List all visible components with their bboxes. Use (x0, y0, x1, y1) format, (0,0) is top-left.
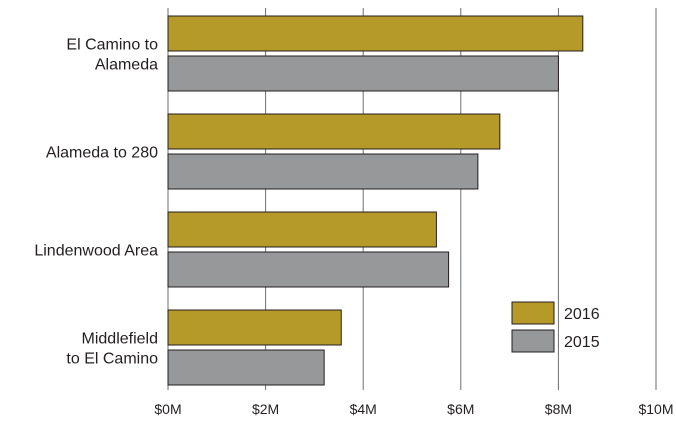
x-axis-tick-labels: $0M $2M $4M $6M $8M $10M (154, 401, 673, 417)
category-label-2: Lindenwood Area (34, 243, 158, 260)
x-tick-label-0: $0M (154, 401, 181, 417)
bars (167, 15, 584, 386)
category-label-line: Alameda to 280 (46, 145, 158, 162)
category-label-line: Alameda (95, 57, 158, 74)
category-label-line: Lindenwood Area (34, 243, 158, 260)
category-label-line: El Camino to (66, 37, 158, 54)
category-labels: El Camino to Alameda Alameda to 280 Lindenw… (34, 37, 158, 368)
category-label-0: El Camino to Alameda (66, 37, 158, 74)
x-tick-label-4: $8M (545, 401, 572, 417)
legend-label-2015: 2015 (564, 334, 600, 351)
x-tick-label-2: $4M (350, 401, 377, 417)
bar-2016-2 (167, 211, 437, 248)
bar-2015-1 (167, 153, 479, 190)
bar-2016-1 (167, 113, 501, 150)
bar-2015-0 (167, 55, 559, 92)
x-tick-label-1: $2M (252, 401, 279, 417)
legend-swatch-2016 (511, 301, 555, 325)
category-label-line: to El Camino (66, 351, 158, 368)
bar-2015-3 (167, 349, 325, 386)
category-label-1: Alameda to 280 (46, 145, 158, 162)
legend-swatch-2015 (511, 329, 555, 353)
x-tick-label-5: $10M (638, 401, 673, 417)
legend-label-2016: 2016 (564, 306, 600, 323)
legend: 2016 2015 (511, 301, 600, 353)
category-label-3: Middlefield to El Camino (66, 331, 158, 368)
category-label-line: Middlefield (82, 331, 158, 348)
bar-2015-2 (167, 251, 450, 288)
bar-2016-3 (167, 309, 342, 346)
x-tick-label-3: $6M (447, 401, 474, 417)
bar-2016-0 (167, 15, 584, 52)
